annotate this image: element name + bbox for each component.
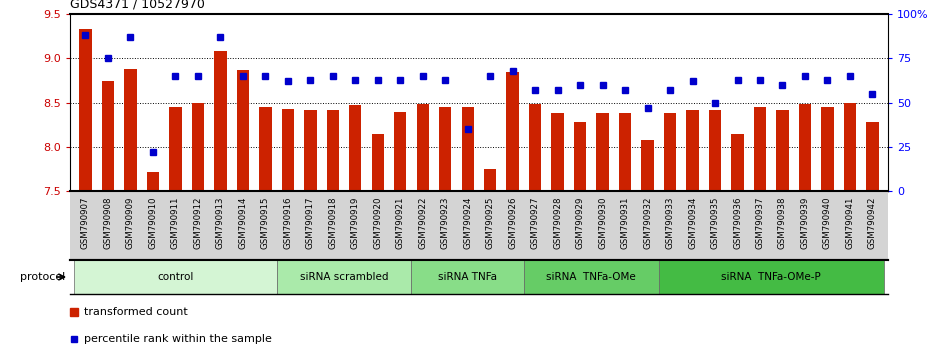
Text: GSM790917: GSM790917 bbox=[306, 197, 315, 249]
Text: GSM790942: GSM790942 bbox=[868, 197, 877, 249]
Bar bbox=[282, 109, 294, 191]
Text: GSM790913: GSM790913 bbox=[216, 197, 225, 249]
Bar bbox=[147, 172, 159, 191]
Bar bbox=[79, 29, 92, 191]
Bar bbox=[192, 103, 204, 191]
Bar bbox=[844, 103, 857, 191]
Text: percentile rank within the sample: percentile rank within the sample bbox=[84, 334, 272, 344]
Text: GSM790939: GSM790939 bbox=[801, 197, 809, 249]
Text: GSM790931: GSM790931 bbox=[620, 197, 630, 249]
Bar bbox=[821, 107, 833, 191]
Bar bbox=[524, 260, 658, 294]
Text: GSM790908: GSM790908 bbox=[103, 197, 113, 249]
Bar bbox=[658, 260, 884, 294]
Text: GSM790918: GSM790918 bbox=[328, 197, 338, 249]
Text: GSM790929: GSM790929 bbox=[576, 197, 585, 249]
Bar bbox=[326, 110, 339, 191]
Bar bbox=[596, 113, 609, 191]
Text: control: control bbox=[157, 272, 193, 282]
Text: GSM790937: GSM790937 bbox=[755, 197, 764, 249]
Bar bbox=[709, 110, 721, 191]
Text: protocol: protocol bbox=[20, 272, 65, 282]
Bar bbox=[259, 107, 272, 191]
Bar bbox=[686, 110, 698, 191]
Bar bbox=[276, 260, 411, 294]
Text: GSM790909: GSM790909 bbox=[126, 197, 135, 249]
Bar bbox=[411, 260, 524, 294]
Bar bbox=[125, 69, 137, 191]
Bar bbox=[777, 110, 789, 191]
Bar bbox=[866, 122, 879, 191]
Bar bbox=[642, 140, 654, 191]
Bar bbox=[74, 260, 276, 294]
Text: GSM790912: GSM790912 bbox=[193, 197, 203, 249]
Text: GSM790920: GSM790920 bbox=[373, 197, 382, 249]
Text: siRNA TNFa: siRNA TNFa bbox=[438, 272, 498, 282]
Text: GSM790926: GSM790926 bbox=[508, 197, 517, 249]
Bar bbox=[417, 104, 429, 191]
Text: GSM790934: GSM790934 bbox=[688, 197, 698, 249]
Bar bbox=[372, 133, 384, 191]
Bar bbox=[551, 113, 564, 191]
Bar bbox=[618, 113, 631, 191]
Text: siRNA scrambled: siRNA scrambled bbox=[299, 272, 389, 282]
Text: GSM790925: GSM790925 bbox=[485, 197, 495, 249]
Text: GSM790907: GSM790907 bbox=[81, 197, 90, 249]
Bar bbox=[664, 113, 676, 191]
Bar bbox=[799, 104, 811, 191]
Text: GSM790930: GSM790930 bbox=[598, 197, 607, 249]
Bar bbox=[529, 104, 541, 191]
Text: GSM790915: GSM790915 bbox=[260, 197, 270, 249]
Text: GSM790935: GSM790935 bbox=[711, 197, 720, 249]
Text: GSM790927: GSM790927 bbox=[531, 197, 539, 249]
Bar bbox=[731, 133, 744, 191]
Text: GSM790916: GSM790916 bbox=[284, 197, 292, 249]
Text: GSM790940: GSM790940 bbox=[823, 197, 832, 249]
Text: GSM790921: GSM790921 bbox=[396, 197, 405, 249]
Bar bbox=[101, 81, 114, 191]
Bar bbox=[574, 122, 586, 191]
Bar bbox=[461, 107, 474, 191]
Text: GSM790936: GSM790936 bbox=[733, 197, 742, 249]
Text: siRNA  TNFa-OMe: siRNA TNFa-OMe bbox=[547, 272, 636, 282]
Bar bbox=[754, 107, 766, 191]
Text: GSM790928: GSM790928 bbox=[553, 197, 562, 249]
Text: GSM790938: GSM790938 bbox=[778, 197, 787, 249]
Bar bbox=[349, 105, 362, 191]
Bar bbox=[304, 110, 316, 191]
Bar bbox=[507, 72, 519, 191]
Bar bbox=[439, 107, 451, 191]
Text: GSM790933: GSM790933 bbox=[666, 197, 674, 249]
Bar bbox=[237, 70, 249, 191]
Text: GSM790924: GSM790924 bbox=[463, 197, 472, 249]
Bar bbox=[169, 107, 181, 191]
Text: GSM790919: GSM790919 bbox=[351, 197, 360, 249]
Bar bbox=[214, 51, 227, 191]
Text: GDS4371 / 10527970: GDS4371 / 10527970 bbox=[70, 0, 205, 11]
Bar bbox=[394, 112, 406, 191]
Text: transformed count: transformed count bbox=[84, 307, 188, 317]
Bar bbox=[484, 169, 497, 191]
Text: GSM790911: GSM790911 bbox=[171, 197, 179, 249]
Text: GSM790922: GSM790922 bbox=[418, 197, 427, 249]
Text: GSM790923: GSM790923 bbox=[441, 197, 450, 249]
Text: GSM790914: GSM790914 bbox=[238, 197, 247, 249]
Text: GSM790941: GSM790941 bbox=[845, 197, 855, 249]
Text: GSM790932: GSM790932 bbox=[643, 197, 652, 249]
Text: GSM790910: GSM790910 bbox=[149, 197, 157, 249]
Text: siRNA  TNFa-OMe-P: siRNA TNFa-OMe-P bbox=[722, 272, 821, 282]
